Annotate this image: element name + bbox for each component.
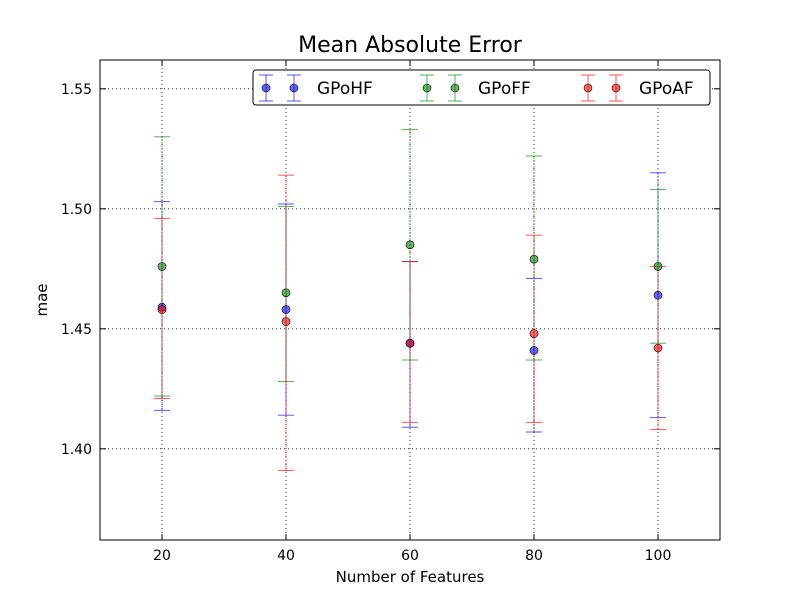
data-point	[529, 254, 539, 264]
legend-marker	[611, 83, 621, 93]
data-point	[281, 317, 291, 326]
data-point	[281, 305, 291, 314]
chart-title: Mean Absolute Error	[298, 33, 523, 58]
data-point	[653, 290, 663, 300]
legend-marker	[450, 83, 460, 93]
x-axis-label: Number of Features	[336, 568, 485, 586]
x-tick-label: 80	[525, 548, 543, 564]
y-tick-label: 1.40	[61, 442, 92, 458]
y-tick-label: 1.55	[61, 82, 92, 98]
data-point	[157, 305, 167, 314]
y-axis-label: mae	[33, 283, 51, 316]
x-tick-label: 40	[277, 548, 295, 564]
y-axis: 1.40 1.45 1.50 1.55	[61, 82, 720, 458]
data-point	[281, 288, 291, 298]
data-point	[529, 329, 539, 338]
data-point	[405, 338, 415, 348]
legend-label: GPoFF	[478, 79, 531, 99]
x-tick-label: 100	[645, 548, 672, 564]
data-point	[157, 262, 167, 271]
legend-marker	[583, 83, 593, 93]
x-axis: 20 40 60 80 100	[153, 60, 671, 564]
y-tick-label: 1.50	[61, 202, 92, 218]
legend-label: GPoAF	[639, 79, 694, 99]
data-point	[653, 343, 663, 353]
x-tick-label: 20	[153, 548, 171, 564]
legend-marker	[261, 83, 271, 93]
data-point	[529, 346, 539, 355]
y-tick-label: 1.45	[61, 322, 92, 338]
plot-area	[154, 129, 666, 471]
data-point	[653, 262, 663, 271]
x-tick-label: 60	[401, 548, 419, 564]
legend-label: GPoHF	[317, 79, 373, 99]
data-point	[405, 240, 415, 250]
legend: GPoHF GPoFF GPoAF	[252, 69, 711, 106]
legend-box	[252, 69, 711, 106]
legend-marker	[422, 83, 432, 93]
legend-marker	[289, 83, 299, 93]
